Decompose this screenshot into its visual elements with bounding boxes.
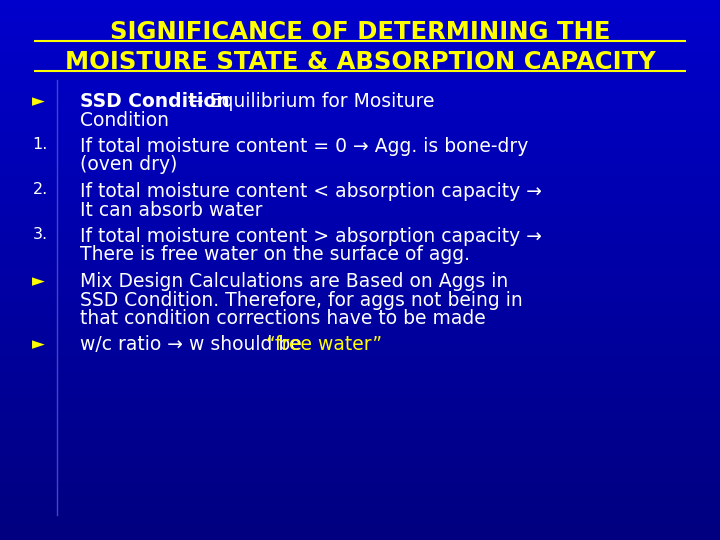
Text: SSD Condition. Therefore, for aggs not being in: SSD Condition. Therefore, for aggs not b… (80, 291, 523, 309)
Text: If total moisture content = 0 → Agg. is bone-dry: If total moisture content = 0 → Agg. is … (80, 137, 528, 156)
Text: Condition: Condition (80, 111, 169, 130)
Text: There is free water on the surface of agg.: There is free water on the surface of ag… (80, 246, 470, 265)
Text: w/c ratio → w should be: w/c ratio → w should be (80, 335, 307, 354)
Text: (oven dry): (oven dry) (80, 156, 177, 174)
Text: If total moisture content > absorption capacity →: If total moisture content > absorption c… (80, 227, 542, 246)
Text: → Equilibrium for Mositure: → Equilibrium for Mositure (189, 92, 435, 111)
Text: 2.: 2. (32, 182, 48, 197)
Text: “free water”: “free water” (266, 335, 382, 354)
Text: 1.: 1. (32, 137, 48, 152)
Text: SIGNIFICANCE OF DETERMINING THE: SIGNIFICANCE OF DETERMINING THE (109, 20, 611, 44)
Text: ►: ► (32, 335, 45, 354)
Text: If total moisture content < absorption capacity →: If total moisture content < absorption c… (80, 182, 542, 201)
Text: It can absorb water: It can absorb water (80, 200, 263, 219)
Text: that condition corrections have to be made: that condition corrections have to be ma… (80, 309, 486, 328)
Text: SSD Condition: SSD Condition (80, 92, 236, 111)
Text: ►: ► (32, 92, 45, 110)
Text: ►: ► (32, 272, 45, 290)
Text: Mix Design Calculations are Based on Aggs in: Mix Design Calculations are Based on Agg… (80, 272, 508, 291)
Text: MOISTURE STATE & ABSORPTION CAPACITY: MOISTURE STATE & ABSORPTION CAPACITY (65, 50, 655, 74)
Text: 3.: 3. (32, 227, 48, 242)
